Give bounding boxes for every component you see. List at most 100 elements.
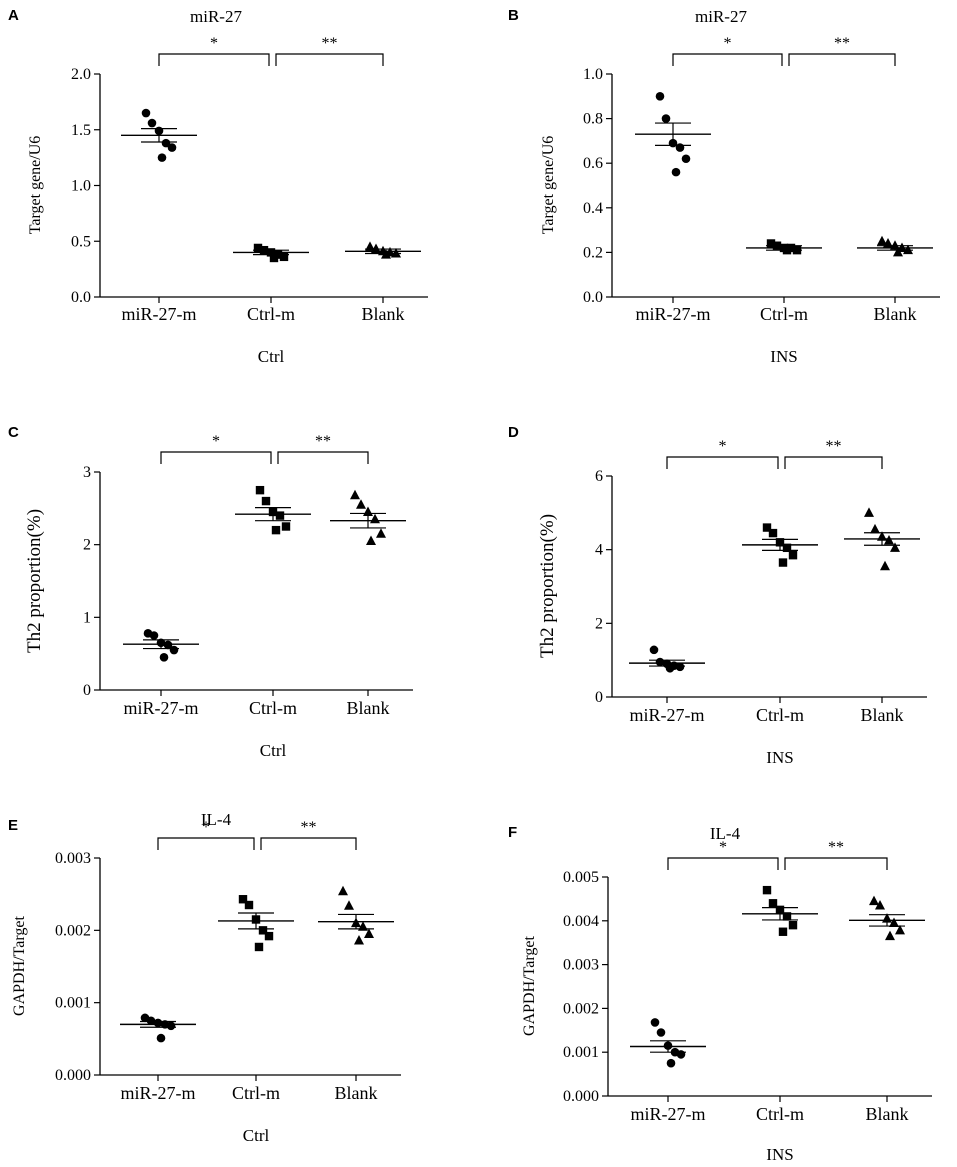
data-point-circle xyxy=(147,118,157,128)
x-category-label: miR-27-m xyxy=(121,1083,196,1103)
y-tick-label: 2 xyxy=(83,537,91,554)
y-axis-label: Th2 proportion(%) xyxy=(537,514,558,658)
x-category-label: Blank xyxy=(874,304,917,324)
y-tick-label: 0.001 xyxy=(563,1044,599,1061)
panel-E: E IL-4 0.000 0.001 0.002 0.003 miR-27-m Ctrl-m B… xyxy=(8,810,401,1145)
data-point-circle xyxy=(656,1028,666,1037)
x-category-label: Blank xyxy=(861,705,904,725)
significance-bracket xyxy=(784,857,888,870)
data-point-square xyxy=(244,900,254,910)
data-point-triangle xyxy=(364,928,374,938)
panel-letter: E xyxy=(8,817,18,834)
data-point-triangle xyxy=(344,900,354,910)
data-point-triangle xyxy=(875,899,885,910)
y-tick-label: 0.001 xyxy=(55,995,91,1012)
data-point-square xyxy=(778,558,788,567)
data-point-triangle xyxy=(885,930,895,941)
significance-bracket xyxy=(666,456,779,469)
data-point-circle xyxy=(650,1018,660,1027)
x-category-label: miR-27-m xyxy=(124,698,199,718)
data-point-circle xyxy=(681,154,691,164)
y-tick-label: 1 xyxy=(83,609,91,626)
significance-label: * xyxy=(212,433,220,450)
data-point-circle xyxy=(159,653,169,662)
panel-letter: F xyxy=(508,824,517,841)
data-point-circle xyxy=(666,1058,676,1068)
y-tick-label: 0.0 xyxy=(71,289,91,306)
y-tick-label: 0.000 xyxy=(55,1067,91,1084)
data-point-triangle xyxy=(338,885,348,896)
x-category-label: miR-27-m xyxy=(636,304,711,324)
data-point-triangle xyxy=(889,917,899,927)
y-tick-label: 1.5 xyxy=(71,122,91,139)
data-point-square xyxy=(275,511,285,520)
x-category-label: Blank xyxy=(335,1083,378,1103)
data-point-square xyxy=(279,252,289,262)
data-point-square xyxy=(261,496,271,506)
y-tick-label: 0.4 xyxy=(583,200,603,217)
data-point-square xyxy=(253,243,263,253)
y-tick-label: 0.002 xyxy=(55,922,91,939)
y-tick-label: 3 xyxy=(83,464,91,481)
x-axis-label: Ctrl xyxy=(260,741,287,760)
data-point-square xyxy=(264,931,274,941)
data-point-circle xyxy=(166,1021,176,1031)
y-tick-label: 0.003 xyxy=(55,850,91,867)
panel-D: D 0 2 4 6 miR-27-m Ctrl-m Blank INS Th2 proportio… xyxy=(508,424,927,767)
x-axis-label: INS xyxy=(770,347,797,366)
data-point-triangle xyxy=(869,895,879,906)
y-axis-label: Target gene/U6 xyxy=(27,136,44,235)
data-point-circle xyxy=(156,1033,166,1043)
significance-label: * xyxy=(719,438,727,455)
significance-label: * xyxy=(210,35,218,52)
data-point-circle xyxy=(169,645,179,655)
significance-bracket xyxy=(160,451,272,464)
significance-label: ** xyxy=(828,839,844,856)
x-axis-label: INS xyxy=(766,1145,793,1164)
y-tick-label: 0.6 xyxy=(583,155,603,172)
data-point-square xyxy=(762,885,772,895)
y-tick-label: 1.0 xyxy=(583,66,603,83)
data-point-square xyxy=(782,543,792,553)
data-point-triangle xyxy=(376,528,386,538)
data-point-triangle xyxy=(354,934,364,945)
data-point-triangle xyxy=(883,237,893,248)
data-point-square xyxy=(768,899,778,908)
data-point-triangle xyxy=(356,499,366,509)
significance-label: * xyxy=(202,819,210,836)
significance-bracket xyxy=(157,837,255,850)
data-point-square xyxy=(778,927,788,936)
x-category-label: Blank xyxy=(866,1104,909,1124)
data-point-triangle xyxy=(350,489,360,500)
y-tick-label: 0.005 xyxy=(563,869,599,886)
data-point-square xyxy=(255,485,265,495)
data-point-square xyxy=(762,523,772,532)
significance-bracket xyxy=(788,53,896,66)
x-axis-label: Ctrl xyxy=(258,347,285,366)
data-point-circle xyxy=(675,143,685,152)
data-point-triangle xyxy=(365,241,375,251)
x-category-label: Blank xyxy=(362,304,405,324)
x-category-label: Ctrl-m xyxy=(232,1083,280,1103)
data-point-triangle xyxy=(877,235,887,246)
data-point-square xyxy=(271,525,281,535)
y-tick-label: 0.004 xyxy=(563,913,599,930)
panel-letter: A xyxy=(8,7,19,24)
data-point-circle xyxy=(163,640,173,650)
significance-bracket xyxy=(667,857,779,870)
data-point-triangle xyxy=(864,507,874,517)
data-point-circle xyxy=(649,645,659,655)
data-point-triangle xyxy=(895,924,905,935)
data-point-circle xyxy=(661,114,671,123)
data-point-square xyxy=(281,522,291,531)
data-point-triangle xyxy=(870,523,880,534)
data-point-triangle xyxy=(880,560,890,571)
significance-bracket xyxy=(784,456,883,469)
data-point-square xyxy=(788,920,798,930)
data-point-square xyxy=(766,239,776,248)
x-category-label: miR-27-m xyxy=(631,1104,706,1124)
data-point-circle xyxy=(157,153,167,162)
data-point-square xyxy=(258,926,268,935)
